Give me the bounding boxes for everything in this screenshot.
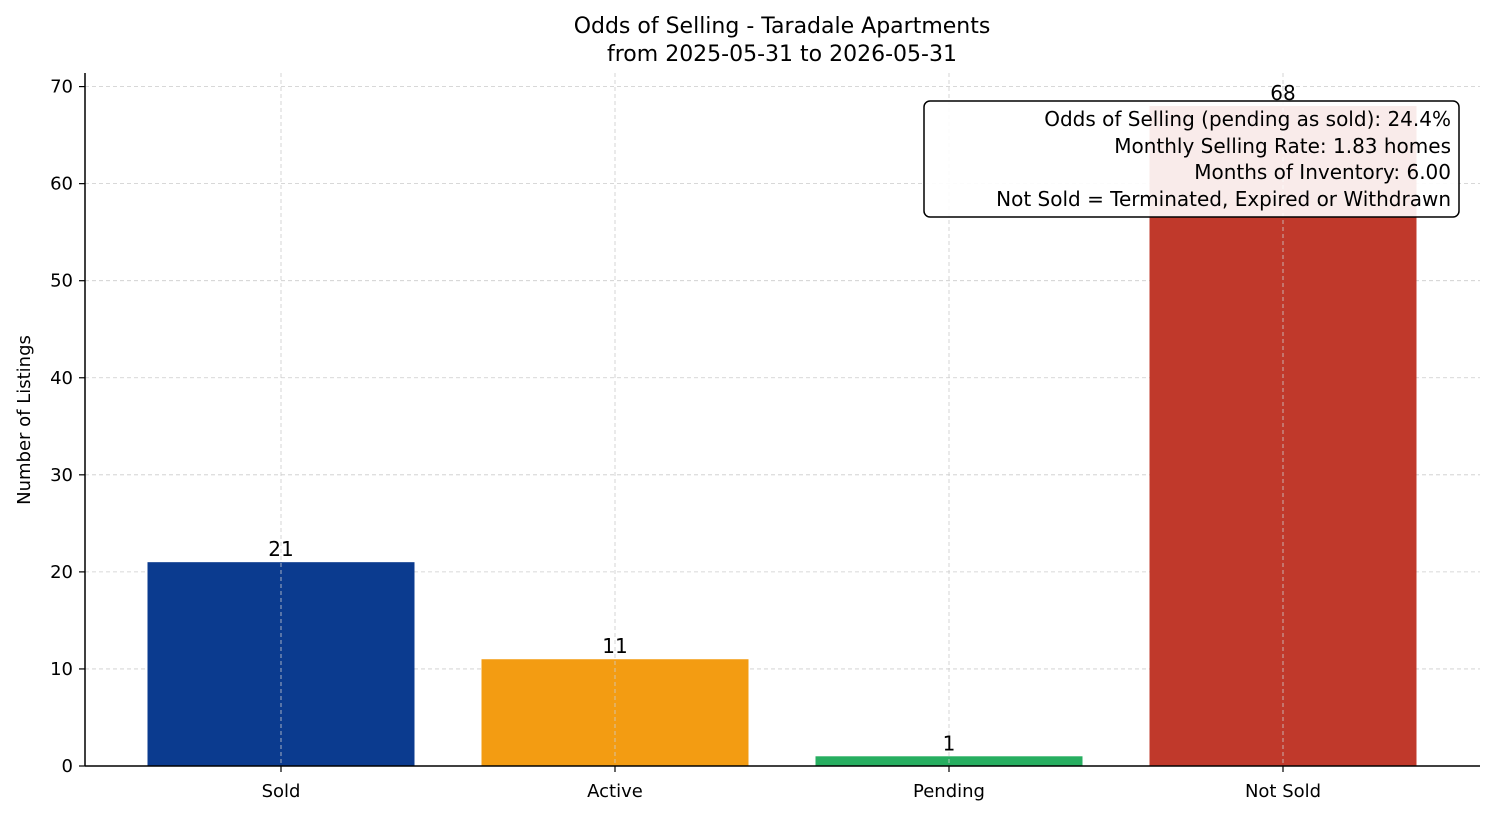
axes-layer (79, 73, 1480, 772)
annotation-line-odds: Odds of Selling (pending as sold): 24.4% (1044, 107, 1451, 131)
y-tick-label: 70 (50, 77, 73, 98)
x-tick-label: Sold (262, 781, 301, 802)
y-tick-label: 20 (50, 562, 73, 583)
x-tick-label: Active (587, 781, 643, 802)
annotation-line-rate: Monthly Selling Rate: 1.83 homes (1114, 134, 1451, 158)
y-tick-label: 10 (50, 659, 73, 680)
annotation-box: Odds of Selling (pending as sold): 24.4%… (923, 100, 1460, 218)
y-tick-label: 0 (62, 756, 73, 777)
x-tick-label: Not Sold (1245, 781, 1321, 802)
bar-data-label: 11 (602, 634, 627, 658)
y-tick-label: 60 (50, 174, 73, 195)
annotation-line-definition: Not Sold = Terminated, Expired or Withdr… (996, 187, 1451, 211)
y-tick-label: 40 (50, 368, 73, 389)
chart-subtitle: from 2025-05-31 to 2026-05-31 (607, 42, 957, 67)
y-tick-label: 50 (50, 271, 73, 292)
x-tick-label: Pending (913, 781, 985, 802)
y-tick-label: 30 (50, 465, 73, 486)
annotation-box-frame (923, 100, 1460, 218)
bar-data-label: 1 (943, 731, 956, 755)
y-axis-label: Number of Listings (14, 335, 35, 505)
labels-layer: 0 10 20 30 40 50 60 70 Sold Active Pending Not Sold… (50, 77, 1321, 802)
annotation-line-inventory: Months of Inventory: 6.00 (1194, 160, 1451, 184)
chart-title: Odds of Selling - Taradale Apartments (574, 14, 991, 39)
bar-data-label: 21 (268, 537, 293, 561)
